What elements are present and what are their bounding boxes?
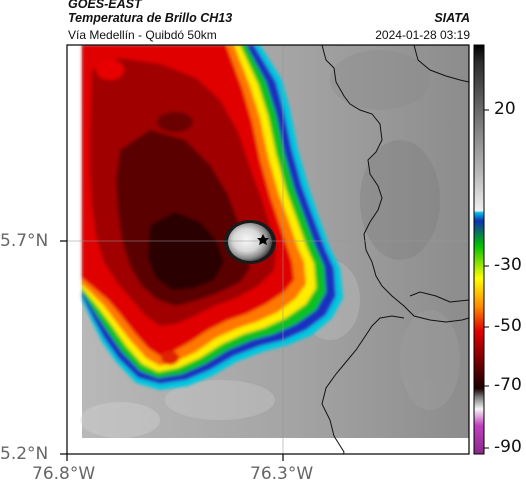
satellite-title: GOES-EAST [68,0,142,11]
gridlines [67,45,469,454]
convective-storm [82,45,343,390]
map-imagery [67,45,469,454]
product-title: Temperatura de Brillo CH13 [68,11,233,25]
route-subtitle: Vía Medellín - Quibdó 50km [68,28,217,42]
location-star-icon [257,234,269,245]
colorbar-tick-label: -70 [494,375,522,395]
colorbar-tick-label: -90 [494,437,522,457]
colorbar-tick-label: -30 [494,255,522,275]
frame-ticks [60,240,284,461]
overshooting-top [224,220,276,264]
storm-blackred-core [148,212,224,290]
colorbar-gradient [473,44,485,455]
colorbar-ticks [484,109,489,449]
coastlines-borders [321,45,469,454]
colorbar-tick-label: -50 [494,316,522,336]
lat-tick-label: 5.2°N [0,444,49,464]
storm-dark-spot-north [157,112,193,132]
storm-red-spot-nw [96,60,124,80]
lon-tick-label: 76.3°W [250,464,314,484]
timestamp-label: 2024-01-28 03:19 [375,28,470,42]
storm-red-spot-south [161,351,179,365]
colorbar-tick-label: 20 [494,99,516,119]
map-frame [66,44,470,455]
lon-tick-label: 76.8°W [32,464,96,484]
colorbar [473,44,489,455]
organization-label: SIATA [434,11,470,25]
lat-tick-label: 5.7°N [0,231,49,251]
